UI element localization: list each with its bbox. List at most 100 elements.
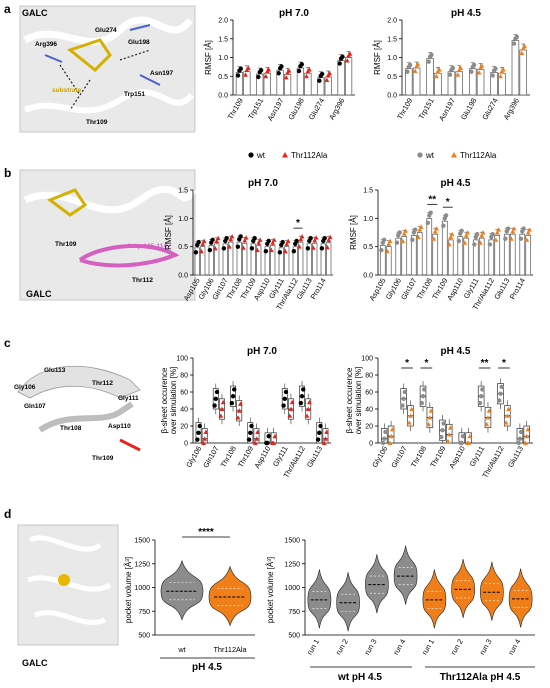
data-point bbox=[282, 248, 288, 254]
structure-label: Gly106 bbox=[14, 384, 36, 391]
data-point bbox=[212, 245, 218, 251]
y-axis-label: RMSF [Å] bbox=[204, 40, 213, 75]
violin bbox=[160, 559, 204, 621]
x-tick-label: run 1 bbox=[305, 638, 321, 657]
data-point bbox=[448, 425, 453, 430]
data-point bbox=[524, 433, 530, 439]
data-point bbox=[252, 440, 258, 445]
data-point bbox=[428, 210, 433, 215]
data-point bbox=[431, 236, 437, 241]
structure-label: Glu274 bbox=[95, 27, 117, 34]
data-point bbox=[207, 247, 213, 253]
data-point bbox=[318, 423, 323, 429]
data-point bbox=[321, 440, 327, 445]
data-point bbox=[196, 239, 201, 245]
y-tick-label: 80 bbox=[365, 373, 373, 380]
data-point bbox=[220, 399, 226, 405]
data-point bbox=[500, 67, 506, 72]
data-point bbox=[315, 437, 321, 442]
x-tick-label: Arg396 bbox=[502, 97, 522, 122]
data-point bbox=[313, 235, 319, 240]
legend-label: wt bbox=[256, 151, 266, 160]
data-point bbox=[236, 408, 242, 413]
data-point bbox=[243, 235, 249, 240]
data-point bbox=[243, 72, 248, 77]
data-point bbox=[285, 238, 291, 243]
structure-a: GALC bbox=[19, 5, 196, 133]
data-point bbox=[344, 58, 350, 63]
data-point bbox=[238, 234, 243, 239]
bar bbox=[344, 57, 353, 96]
data-point bbox=[271, 440, 277, 445]
data-point bbox=[242, 238, 248, 243]
data-point bbox=[283, 74, 289, 80]
y-tick-label: 0.0 bbox=[218, 93, 228, 100]
data-point bbox=[486, 408, 492, 413]
data-point bbox=[478, 394, 484, 399]
data-point bbox=[229, 234, 235, 239]
data-point bbox=[522, 43, 528, 49]
data-point bbox=[324, 77, 330, 82]
data-point bbox=[301, 387, 306, 392]
panel-label-c: c bbox=[4, 336, 11, 350]
data-point bbox=[200, 241, 206, 246]
data-point bbox=[519, 50, 525, 55]
data-point bbox=[265, 440, 270, 446]
y-tick-label: 100 bbox=[176, 356, 188, 363]
residue-stick bbox=[119, 438, 141, 452]
x-tick-label: Asp110 bbox=[252, 445, 272, 470]
data-point bbox=[283, 389, 289, 395]
y-tick-label: 0.0 bbox=[387, 93, 397, 100]
data-point bbox=[479, 232, 485, 238]
data-point bbox=[202, 436, 208, 441]
y-tick-label: 0.0 bbox=[178, 273, 188, 280]
data-point bbox=[400, 403, 405, 408]
data-point bbox=[477, 240, 483, 245]
data-point bbox=[412, 68, 418, 73]
y-tick-label: 1000 bbox=[284, 585, 300, 592]
data-point bbox=[400, 238, 406, 243]
data-point bbox=[215, 235, 221, 241]
legend-marker-mut bbox=[282, 152, 288, 158]
data-point bbox=[266, 434, 271, 439]
data-point bbox=[407, 62, 413, 68]
x-tick-label: run 4 bbox=[391, 638, 407, 657]
chart-title: pH 4.5 bbox=[440, 346, 470, 357]
data-point bbox=[326, 237, 332, 242]
data-point bbox=[201, 238, 207, 243]
data-point bbox=[299, 62, 305, 67]
structure-label: Thr109 bbox=[86, 119, 108, 126]
data-point bbox=[497, 398, 502, 403]
data-point bbox=[449, 231, 455, 237]
data-point bbox=[503, 236, 508, 241]
data-point bbox=[498, 73, 503, 79]
structure-label: Thr112 bbox=[132, 277, 153, 284]
data-point bbox=[465, 230, 471, 235]
significance-label: * bbox=[424, 358, 428, 369]
data-point bbox=[434, 226, 440, 231]
group-label: wt pH 4.5 bbox=[337, 672, 382, 683]
data-point bbox=[287, 413, 293, 418]
data-point bbox=[387, 238, 393, 243]
structure-title: GALC bbox=[26, 289, 52, 299]
data-point bbox=[340, 54, 345, 59]
violin bbox=[336, 572, 360, 632]
data-point bbox=[447, 72, 453, 77]
data-point bbox=[402, 389, 408, 395]
beta-strand-cartoon bbox=[38, 401, 134, 433]
y-axis-label: RMSF [Å] bbox=[349, 215, 358, 250]
data-point bbox=[510, 228, 516, 234]
data-point bbox=[508, 236, 514, 241]
x-tick-label: Glu113 bbox=[305, 445, 324, 469]
x-tick-label: run 2 bbox=[449, 638, 465, 657]
data-point bbox=[503, 420, 509, 425]
data-point bbox=[523, 440, 528, 445]
y-tick-label: 1000 bbox=[134, 585, 150, 592]
chart-title: pH 4.5 bbox=[440, 178, 470, 189]
violin bbox=[480, 561, 504, 621]
data-point bbox=[282, 396, 287, 401]
x-tick-label: Thr109 bbox=[226, 97, 245, 122]
data-point bbox=[252, 235, 257, 241]
